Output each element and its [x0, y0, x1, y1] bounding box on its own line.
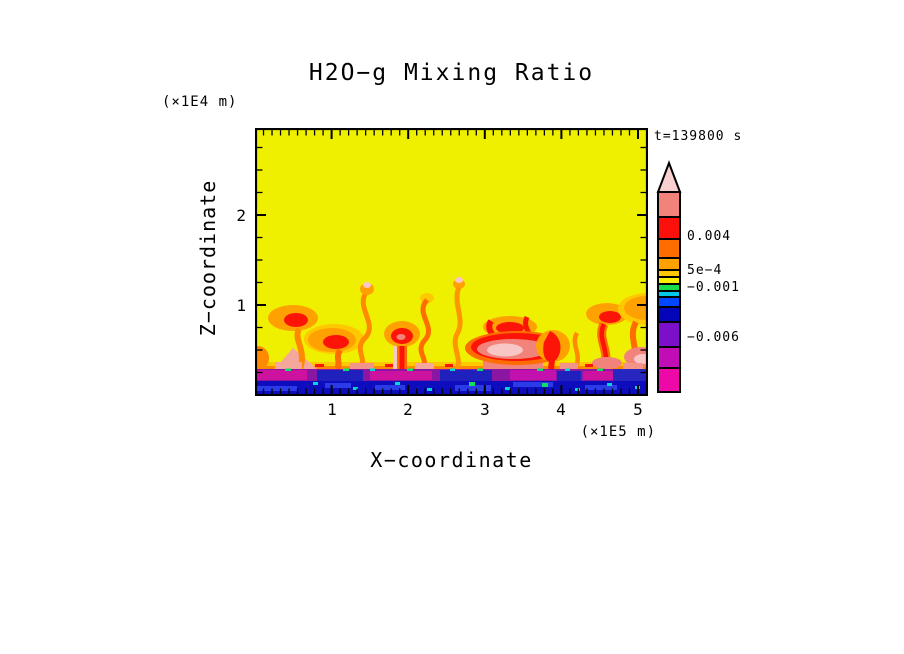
colorbar-label-3: −0.006 [687, 330, 740, 345]
time-annotation: t=139800 s [654, 129, 743, 144]
axis-ticks [257, 130, 646, 394]
colorbar-segment [657, 296, 681, 308]
z-tick-label-1: 1 [236, 296, 246, 315]
colorbar-segment [657, 276, 681, 285]
z-axis-unit-label: (×1E4 m) [162, 94, 238, 110]
plot-frame [255, 128, 648, 396]
colorbar-segment [657, 321, 681, 348]
plume-field [257, 277, 646, 372]
chart-title: H2O−g Mixing Ratio [308, 60, 595, 86]
colorbar-segment [657, 257, 681, 271]
field-background [255, 128, 648, 396]
colorbar-segments [657, 191, 681, 393]
plot-area [255, 128, 648, 396]
colorbar-segment [657, 269, 681, 278]
colorbar-segment [657, 306, 681, 323]
x-axis-title: X−coordinate [370, 448, 533, 472]
x-tick-label-2: 2 [403, 400, 413, 419]
x-tick-label-1: 1 [327, 400, 337, 419]
colorbar-label-1: 5e−4 [687, 263, 723, 278]
x-tick-label-3: 3 [480, 400, 490, 419]
z-axis-title: Z−coordinate [196, 179, 220, 337]
colorbar-label-0: 0.004 [687, 229, 732, 244]
colorbar-arrow-icon [656, 160, 682, 193]
colorbar [656, 160, 682, 393]
x-axis-unit-label: (×1E5 m) [580, 424, 656, 440]
x-tick-label-4: 4 [556, 400, 566, 419]
colorbar-segment [657, 216, 681, 240]
colorbar-segment [657, 238, 681, 259]
colorbar-label-2: −0.001 [687, 280, 740, 295]
colorbar-segment [657, 367, 681, 393]
colorbar-segment [657, 283, 681, 292]
colorbar-segment [657, 191, 681, 218]
x-tick-label-5: 5 [633, 400, 643, 419]
z-tick-label-2: 2 [236, 206, 246, 225]
surface-layer-bands [257, 368, 646, 394]
colorbar-segment [657, 346, 681, 369]
